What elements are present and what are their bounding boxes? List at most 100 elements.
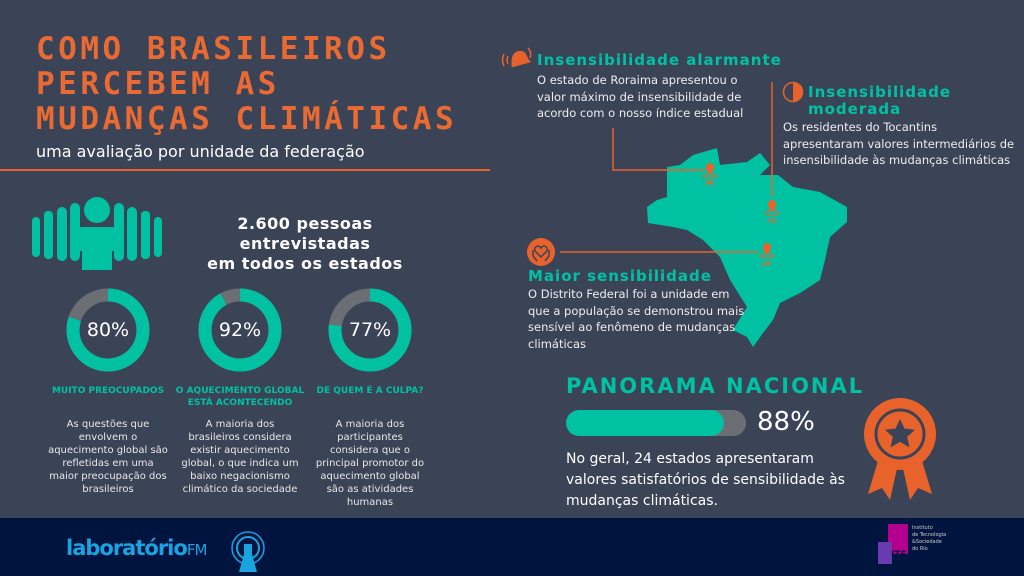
callout-alarmante-text: O estado de Roraima apresentou o valor m…	[537, 72, 743, 122]
text-line: aquecimento global	[320, 471, 420, 482]
award-medal-icon	[864, 398, 936, 500]
text-line: &Sociedade	[912, 539, 942, 545]
panorama-title: PANORAMA NACIONAL	[566, 374, 865, 398]
text-line: O AQUECIMENTO GLOBAL	[175, 386, 305, 396]
text-line: são as atividades	[326, 484, 414, 495]
text-line: acordo com o nosso índice estadual	[537, 106, 744, 120]
text-line: baixo negacionismo	[190, 471, 290, 482]
text-line: MUITO PREOCUPADOS	[51, 386, 165, 396]
text-line: A maioria dos	[205, 419, 275, 430]
its-logo	[888, 524, 908, 554]
text-line: existir aquecimento	[190, 445, 290, 456]
text-line: principal promotor do	[315, 458, 425, 469]
text-line: considera que o	[330, 445, 410, 456]
page-title: COMO BRASILEIROS PERCEBEM AS MUDANÇAS CL…	[36, 32, 457, 137]
donut-value: 92%	[218, 319, 262, 341]
text-line: A maioria dos	[335, 419, 405, 430]
text-line: brasileiros considera	[188, 432, 292, 443]
map-pins	[702, 163, 780, 259]
footer: laboratórioFM ITS Instituto de Tecnologi…	[0, 518, 1024, 576]
donut-fill	[66, 288, 150, 372]
text-line: Instituto	[912, 525, 933, 531]
progress-fill	[566, 410, 725, 436]
stat-label: MUITO PREOCUPADOS	[38, 385, 178, 397]
donut-value: 80%	[86, 319, 130, 341]
text-line: ESTÁ ACONTECENDO	[187, 398, 293, 408]
text-line: As questões que	[66, 419, 150, 430]
pin-label-df: DF	[762, 261, 772, 268]
map-pin-icon	[764, 200, 780, 216]
donut-fill	[198, 288, 282, 372]
its-text: Instituto de Tecnologia &Sociedade do Ri…	[912, 525, 946, 553]
text-line: No geral, 24 estados apresentaram	[566, 451, 814, 467]
panorama-text: No geral, 24 estados apresentaram valore…	[566, 449, 856, 512]
title-line: Insensibilidade	[808, 83, 952, 101]
text-line: sensível ao fenômeno de mudanças	[528, 320, 736, 334]
panorama-value: 88%	[757, 407, 815, 437]
logo-text: laboratório	[66, 536, 188, 560]
title-line: MUDANÇAS CLIMÁTICAS	[36, 101, 458, 137]
pin-label-rr: RR	[705, 180, 715, 187]
donut-chart: 77%	[325, 285, 415, 375]
text-line: DE QUEM É A CULPA?	[316, 386, 424, 396]
divider	[0, 169, 490, 171]
radio-flask-icon	[231, 531, 265, 572]
page-subtitle: uma avaliação por unidade da federação	[36, 142, 365, 161]
text-line: O estado de Roraima apresentou o	[537, 73, 738, 87]
pin-label-to: TO	[767, 218, 777, 225]
donut-chart: 92%	[195, 285, 285, 375]
title-line: moderada	[808, 100, 902, 118]
stat-description: A maioria dos participantes considera que …	[300, 418, 440, 509]
callout-maior-title: Maior sensibilidade	[528, 267, 712, 285]
text-line: climático da sociedade	[182, 484, 298, 495]
text-line: brasileiros	[82, 484, 134, 495]
brazil-map	[560, 82, 847, 347]
title-line: COMO BRASILEIROS	[36, 31, 391, 67]
text-line: aquecimento global são	[48, 445, 168, 456]
text-line: global, o que indica um	[181, 458, 299, 469]
donut-chart: 80%	[63, 285, 153, 375]
text-line: insensibilidade às mudanças climáticas	[783, 153, 1011, 167]
connector-line	[612, 128, 705, 171]
callout-moderada-title: Insensibilidade moderada	[808, 84, 951, 118]
donut-fill	[328, 288, 412, 372]
panorama-progress-bar	[566, 410, 746, 436]
text-line: participantes	[337, 432, 403, 443]
survey-summary: 2.600 pessoas entrevistadas em todos os …	[170, 214, 440, 274]
text-line: do Rio	[912, 546, 928, 552]
people-crowd-icon	[32, 197, 162, 270]
text-line: que a população se demonstrou mais	[528, 303, 745, 318]
callout-moderada-text: Os residentes do Tocantins apresentaram …	[783, 119, 1014, 169]
text-line: O Distrito Federal foi a unidade em	[528, 287, 730, 301]
map-pin-icon	[759, 243, 775, 259]
title-line: PERCEBEM AS	[36, 66, 280, 102]
map-pin-icon	[702, 163, 718, 179]
hands-heart-icon	[527, 238, 555, 266]
stat-description: A maioria dos brasileiros considera existi…	[170, 418, 310, 496]
text-line: envolvem o	[78, 432, 138, 443]
bell-icon	[501, 47, 532, 68]
text-line: valor máximo de insensibilidade de	[537, 89, 742, 104]
half-circle-icon	[782, 81, 804, 103]
text-line: mudanças climáticas.	[566, 493, 718, 509]
survey-line: em todos os estados	[207, 254, 403, 273]
its-logo-block	[878, 542, 892, 564]
text-line: climáticas	[528, 336, 587, 351]
stat-label: O AQUECIMENTO GLOBAL ESTÁ ACONTECENDO	[170, 385, 310, 409]
stat-description: As questões que envolvem o aquecimento glo…	[38, 418, 178, 496]
stat-label: DE QUEM É A CULPA?	[300, 385, 440, 397]
brazil-shape	[647, 148, 847, 347]
callout-alarmante-title: Insensibilidade alarmante	[537, 51, 782, 69]
survey-line: 2.600 pessoas entrevistadas	[237, 214, 373, 253]
donut-value: 77%	[348, 319, 392, 341]
logo-suffix: FM	[186, 541, 208, 559]
text-line: apresentaram valores intermediários de	[783, 136, 1015, 151]
text-line: refletidas em uma	[62, 458, 154, 469]
callout-maior-text: O Distrito Federal foi a unidade em que …	[528, 286, 744, 352]
laboratorio-fm-logo: laboratórioFM	[66, 536, 208, 560]
text-line: humanas	[346, 497, 394, 508]
text-line: valores satisfatórios de sensibilidade à…	[566, 472, 845, 488]
text-line: maior preocupação dos	[49, 471, 167, 482]
text-line: Os residentes do Tocantins	[783, 120, 938, 134]
text-line: de Tecnologia	[912, 532, 947, 538]
